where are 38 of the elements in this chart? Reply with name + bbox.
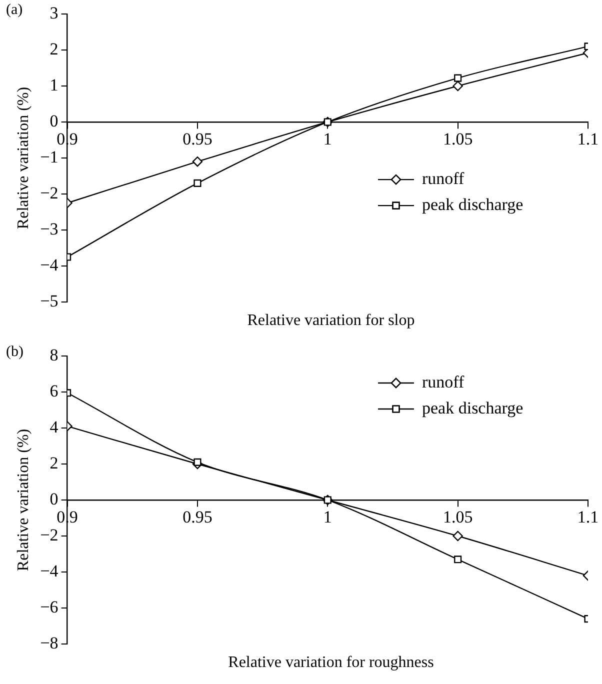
legend-label: peak discharge [422,398,524,418]
point [324,118,332,126]
x-tick-label: 0.95 [182,130,212,149]
y-axis-title: Relative variation (%) [14,428,32,572]
y-tick-label: −2 [40,525,58,544]
x-tick-label: 1 [323,130,332,149]
y-tick-label: −5 [40,291,58,310]
chart-title: (a) [6,2,23,19]
y-tick-label: −4 [40,255,59,274]
y-tick-label: 4 [50,417,59,436]
y-tick-label: −1 [40,147,58,166]
legend-label: runoff [422,169,465,188]
y-tick-label: −6 [40,597,58,616]
y-tick-label: −2 [40,183,58,202]
x-axis-title: Relative variation for roughness [227,654,435,672]
y-tick-label: 0 [50,489,58,508]
chart-title: (b) [6,344,24,361]
x-tick-label: 1.1 [577,508,599,527]
y-tick-label: 2 [50,453,58,472]
legend-label: runoff [422,372,465,392]
y-tick-label: 8 [50,345,58,364]
y-tick-label: 1 [50,75,58,94]
y-tick-label: 0 [50,111,58,130]
x-tick-label: 1.05 [442,130,473,149]
x-tick-label: 1.05 [442,508,473,527]
y-tick-label: 3 [50,3,58,22]
y-tick-label: −3 [40,219,58,238]
y-tick-label: −4 [40,561,59,580]
x-axis-title: Relative variation for slop [246,312,416,330]
point [324,496,332,504]
y-tick-label: 6 [50,381,58,400]
y-tick-label: 2 [50,39,58,58]
legend-label: peak discharge [422,195,524,214]
y-axis-title: Relative variation (%) [14,86,32,230]
x-tick-label: 1 [323,508,332,527]
y-tick-label: −8 [40,633,58,652]
x-tick-label: 0.95 [182,508,212,527]
x-tick-label: 1.1 [577,130,599,149]
